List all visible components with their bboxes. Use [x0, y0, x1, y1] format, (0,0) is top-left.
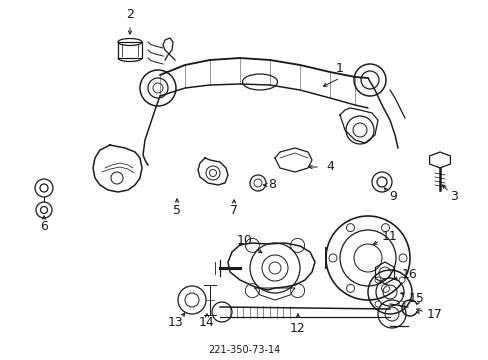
- Text: 221-350-73-14: 221-350-73-14: [207, 345, 280, 355]
- Text: 9: 9: [388, 190, 396, 203]
- Text: 12: 12: [289, 321, 305, 334]
- Text: 16: 16: [401, 269, 417, 282]
- Circle shape: [346, 284, 354, 292]
- Text: 8: 8: [267, 179, 275, 192]
- Text: 11: 11: [381, 230, 397, 243]
- Text: 1: 1: [335, 62, 343, 75]
- Circle shape: [346, 224, 354, 232]
- Circle shape: [398, 301, 404, 307]
- Circle shape: [398, 254, 406, 262]
- Text: 3: 3: [449, 190, 457, 203]
- Text: 6: 6: [40, 220, 48, 234]
- Text: 13: 13: [168, 316, 183, 329]
- Circle shape: [374, 301, 380, 307]
- Text: 2: 2: [126, 8, 134, 21]
- Circle shape: [381, 284, 389, 292]
- Circle shape: [398, 277, 404, 283]
- Text: 17: 17: [426, 309, 442, 321]
- Text: 7: 7: [229, 203, 238, 216]
- Text: 4: 4: [325, 161, 333, 174]
- Text: 14: 14: [199, 316, 214, 329]
- Text: 10: 10: [237, 234, 252, 247]
- Circle shape: [328, 254, 336, 262]
- Circle shape: [381, 224, 389, 232]
- Text: 5: 5: [173, 203, 181, 216]
- Circle shape: [374, 277, 380, 283]
- Text: 15: 15: [408, 292, 424, 305]
